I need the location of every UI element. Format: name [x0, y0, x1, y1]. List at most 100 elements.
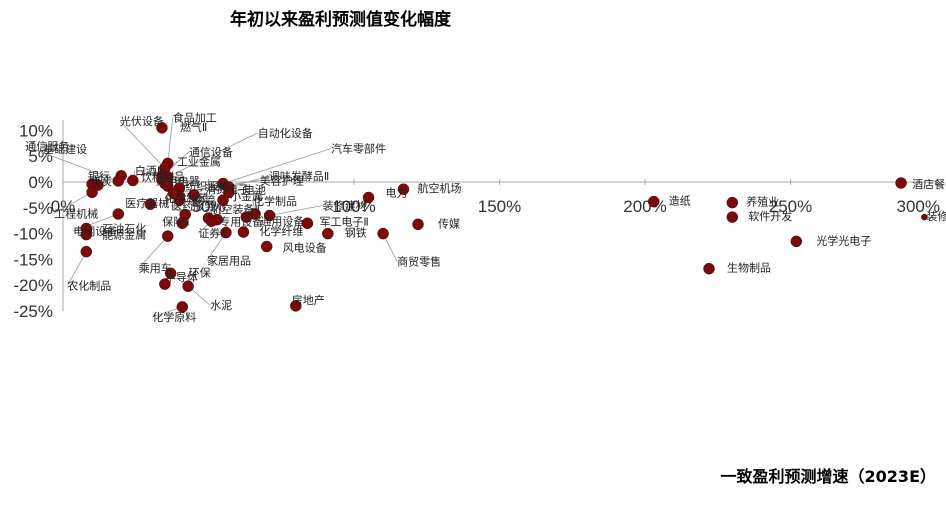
- point-label: 装修装饰Ⅱ: [926, 209, 946, 223]
- point-label: 农化制品: [67, 279, 111, 293]
- point-label: 通用设备: [260, 214, 304, 228]
- point-label: 通信设备: [189, 145, 233, 159]
- point-label: 乘用车: [139, 261, 172, 275]
- data-point: [80, 228, 93, 241]
- y-tick-label: -20%: [13, 276, 53, 295]
- data-point: [301, 217, 314, 230]
- x-tick-label: 300%: [897, 197, 940, 216]
- data-point: [237, 226, 250, 238]
- point-label: 专用设备: [219, 215, 263, 229]
- data-point: [290, 300, 302, 312]
- point-label: 白酒Ⅱ: [135, 163, 162, 177]
- point-label: 保险Ⅱ: [162, 214, 189, 228]
- data-point: [127, 174, 139, 187]
- point-label: 航空装备Ⅱ: [211, 202, 260, 216]
- data-point: [176, 301, 189, 313]
- point-label: 调味发酵品Ⅱ: [269, 169, 329, 183]
- y-tick-label: 10%: [19, 121, 53, 140]
- point-label: 物流: [193, 192, 215, 206]
- x-tick-label: 200%: [623, 197, 666, 216]
- point-label: 水泥: [210, 299, 232, 312]
- chart-title: 年初以来盈利预测值变化幅度: [230, 9, 452, 30]
- data-point: [362, 191, 375, 204]
- x-axis-title: 一致盈利预测增速（2023E）: [721, 467, 936, 486]
- data-point: [260, 240, 273, 253]
- data-point: [790, 235, 803, 248]
- x-tick-label: 250%: [769, 197, 812, 216]
- point-label: 工业金属: [177, 154, 221, 168]
- point-label: 消费电子: [205, 182, 249, 196]
- x-tick-label: 150%: [478, 197, 521, 216]
- data-point: [397, 183, 410, 195]
- data-point: [176, 217, 189, 230]
- point-label: 养殖业: [746, 195, 779, 209]
- point-label: 家用电器: [156, 174, 200, 188]
- data-point: [377, 227, 389, 240]
- point-label: 美容护理: [260, 173, 304, 187]
- leader-line: [53, 191, 93, 214]
- point-label: 医疗器械: [125, 196, 169, 210]
- point-label: 食品加工: [173, 110, 217, 124]
- point-label: 软件开发: [748, 209, 792, 223]
- point-label: 家居用品: [207, 254, 251, 268]
- point-label: 煤炭: [90, 175, 112, 188]
- point-label: 光学光电子: [816, 233, 871, 247]
- y-tick-label: -15%: [13, 250, 53, 269]
- leader-line: [222, 148, 332, 184]
- point-label: 光伏设备: [120, 114, 164, 128]
- data-point: [240, 211, 253, 223]
- data-point: [703, 262, 715, 275]
- leader-line: [167, 132, 258, 178]
- point-label: 商贸零售: [397, 255, 441, 269]
- point-label: 航空机场: [417, 181, 461, 195]
- x-tick-label: 50%: [191, 197, 225, 216]
- data-point: [263, 209, 276, 222]
- data-point: [726, 196, 739, 209]
- point-label: 生物制品: [727, 261, 771, 275]
- data-point: [112, 175, 125, 187]
- point-label: 装修建材: [323, 199, 367, 213]
- point-label: 自动化设备: [258, 126, 313, 140]
- data-point: [921, 213, 928, 221]
- data-point: [220, 226, 232, 239]
- data-point: [86, 186, 98, 199]
- point-label: 证券Ⅱ: [198, 226, 225, 240]
- data-point: [182, 280, 194, 292]
- point-label: 造纸: [669, 194, 691, 208]
- data-point: [159, 278, 171, 290]
- y-tick-label: 5%: [28, 147, 53, 166]
- data-point: [144, 198, 157, 210]
- point-label: 石油石化: [102, 221, 146, 235]
- point-label: 银行: [88, 169, 110, 183]
- y-tick-label: -25%: [13, 302, 53, 321]
- point-label: 钢铁: [345, 227, 367, 240]
- point-label: 电力: [386, 186, 408, 199]
- leader-line: [25, 145, 119, 182]
- point-label: 纺织服饰: [185, 179, 229, 193]
- point-label: 半导体: [165, 270, 198, 284]
- point-label: 汽车零部件: [331, 142, 386, 156]
- leader-line: [167, 117, 174, 164]
- leader-line: [119, 120, 166, 169]
- data-point: [112, 208, 125, 220]
- point-label: 化学制药: [164, 191, 208, 205]
- point-label: 饮料制品: [141, 170, 185, 184]
- points-layer: [80, 122, 928, 313]
- point-label: 军工电子Ⅱ: [319, 215, 368, 228]
- axes-layer: 10%5%0%-5%-10%-15%-20%-25%0% 50% 100% 150% 2…: [13, 120, 940, 321]
- point-label: 电网设备: [73, 224, 117, 238]
- point-label: 工程机械: [54, 206, 98, 220]
- data-point: [167, 187, 180, 200]
- point-label: 化学原料: [152, 310, 196, 324]
- y-tick-label: -5%: [23, 199, 53, 218]
- point-label: 医药服务: [171, 200, 215, 213]
- data-point: [726, 211, 739, 223]
- leader-line: [173, 179, 260, 194]
- point-label: 能源金属: [102, 228, 146, 242]
- data-point: [223, 186, 235, 199]
- point-label: 风电设备: [283, 241, 327, 255]
- point-label: 化学制品: [253, 194, 297, 208]
- data-point: [322, 227, 334, 240]
